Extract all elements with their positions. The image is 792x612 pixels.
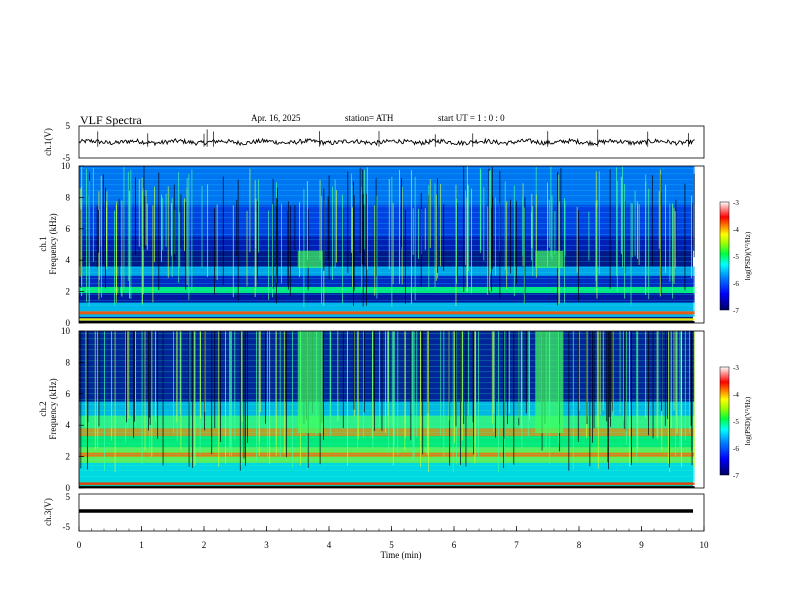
colorbar-tick-label: -6: [733, 280, 739, 288]
x-tick-label: 1: [139, 540, 144, 550]
ch1-spec-ylabel-line1: ch.1: [38, 236, 48, 251]
ch2-colorbar-label: log(PSD)(V²/Hz): [744, 396, 752, 445]
x-tick-label: 7: [514, 540, 519, 550]
ch2-spec-ylabel-line1: ch.2: [38, 401, 48, 416]
ch2-spec-ylabel-line2: Frequency (kHz): [48, 378, 58, 439]
x-axis-label: Time (min): [381, 550, 422, 560]
colorbar-tick-label: -6: [733, 445, 739, 453]
spectral-band: [79, 166, 695, 206]
colorbar-tick-label: -5: [733, 418, 739, 426]
x-tick-label: 3: [264, 540, 269, 550]
colorbar-tick-label: -3: [733, 364, 739, 372]
spectrogram-ytick-label: 2: [66, 287, 71, 297]
ch1-ytick-bottom: -5: [63, 153, 71, 163]
x-tick-label: 9: [639, 540, 644, 550]
spectrogram-ytick-label: 8: [66, 357, 71, 367]
ch3-ytick-bottom: -5: [63, 522, 71, 532]
spectral-band: [79, 436, 695, 448]
ch1-ytick-top: 5: [66, 121, 71, 131]
x-tick-label: 8: [577, 540, 582, 550]
emission-burst: [297, 250, 323, 269]
start-time-label: start UT = 1 : 0 : 0: [438, 113, 505, 123]
ch1-spec-ylabel-line2: Frequency (kHz): [48, 213, 58, 274]
spectral-band: [79, 331, 695, 402]
colorbar-tick-label: -3: [733, 199, 739, 207]
spectral-band: [79, 415, 695, 429]
spectrogram-ytick-label: 4: [66, 255, 71, 265]
colorbar-tick-label: -5: [733, 253, 739, 261]
colorbar-tick-label: -7: [733, 472, 739, 480]
station-label: station= ATH: [345, 113, 394, 123]
ch1-spikes: [97, 129, 689, 147]
x-tick-label: 0: [77, 540, 82, 550]
ch1-ylabel: ch.1(V): [43, 128, 53, 156]
colorbar-tick-label: -4: [733, 391, 739, 399]
emission-burst: [297, 331, 323, 434]
spectrogram-ytick-label: 2: [66, 452, 71, 462]
spectral-band: [79, 462, 695, 482]
spectral-band: [79, 318, 695, 321]
spectral-band: [79, 311, 695, 315]
chart-title: VLF Spectra: [80, 113, 142, 127]
x-tick-label: 4: [327, 540, 332, 550]
emission-burst: [535, 331, 564, 434]
ch1-colorbar: [719, 201, 730, 311]
spectral-band: [79, 286, 695, 294]
ch2-colorbar-ticks: -3 -4 -5 -6 -7: [733, 364, 739, 480]
spectrogram-ytick-label: 6: [66, 224, 71, 234]
spectrogram-ytick-label: 0: [66, 483, 71, 493]
x-axis-ticks: 0 1 2 3 4 5 6 7 8 9 10: [77, 526, 709, 550]
spectral-band: [79, 302, 695, 317]
ch2-colorbar: [719, 366, 730, 476]
ch1-colorbar-label: log(PSD)(V²/Hz): [744, 231, 752, 280]
x-tick-label: 5: [389, 540, 394, 550]
ch2-spectrogram-yticks: 0 2 4 6 8 10: [61, 326, 84, 493]
ch1-spectrogram-image: [79, 166, 695, 323]
spectral-band: [79, 452, 695, 457]
colorbar-tick-label: -4: [733, 226, 739, 234]
x-tick-label: 2: [202, 540, 207, 550]
ch1-colorbar-ticks: -3 -4 -5 -6 -7: [733, 199, 739, 315]
spectrogram-ytick-label: 10: [61, 326, 71, 336]
emission-burst: [535, 250, 564, 269]
x-tick-label: 6: [452, 540, 457, 550]
spectral-band: [79, 293, 695, 303]
ch3-waveform-panel: 5 -5 ch.3(V) 0 1 2 3 4 5 6 7 8 9 10 Time (min): [43, 492, 709, 560]
ch1-spectrogram-yticks: 0 2 4 6 8 10: [61, 161, 84, 328]
spectral-band: [79, 482, 695, 485]
spectrogram-ytick-label: 4: [66, 420, 71, 430]
x-tick-label: 10: [700, 540, 710, 550]
ch1-waveform-line: [78, 137, 695, 147]
spectrogram-ytick-label: 0: [66, 318, 71, 328]
ch3-ylabel: ch.3(V): [43, 498, 53, 526]
ch2-spectrogram-image: [79, 331, 695, 488]
spectral-band: [79, 321, 695, 323]
spectral-band: [79, 486, 695, 488]
spectrogram-ytick-label: 8: [66, 192, 71, 202]
ch1-waveform-panel: 5 -5 ch.1(V): [43, 121, 705, 163]
date-label: Apr. 16, 2025: [251, 113, 301, 123]
colorbar-tick-label: -7: [733, 307, 739, 315]
spectral-band: [79, 266, 695, 276]
ch3-ytick-top: 5: [66, 492, 71, 502]
spectrogram-ytick-label: 10: [61, 161, 71, 171]
spectrogram-ytick-label: 6: [66, 389, 71, 399]
spectral-band: [79, 401, 695, 416]
spectral-band: [79, 428, 695, 437]
spectral-band: [79, 275, 695, 287]
